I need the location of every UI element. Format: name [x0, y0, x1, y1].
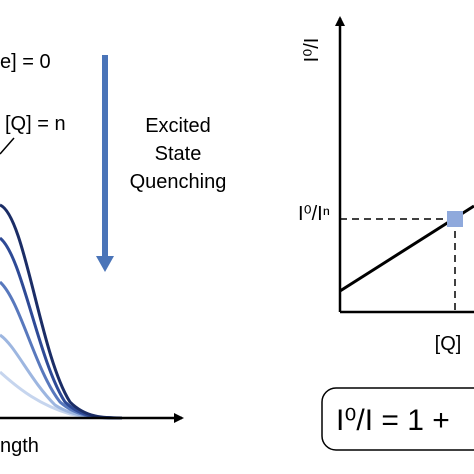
- arrow-text: Excited: [145, 115, 211, 137]
- spectrum: [0, 333, 123, 420]
- label-zero: e] = 0: [0, 51, 51, 73]
- y-mark-label: I⁰/Iⁿ: [298, 203, 330, 225]
- arrow-text: State: [155, 143, 202, 165]
- spectrum: [0, 203, 123, 420]
- arrow-text: Quenching: [130, 171, 227, 193]
- y-axis-label: I⁰/I: [301, 38, 323, 63]
- x-axis-label: ngth: [0, 435, 39, 457]
- label-n: [Q] = n: [5, 113, 66, 135]
- x-mark-label: [Q]: [435, 333, 462, 355]
- quench-arrow-head: [96, 256, 114, 272]
- point-marker: [447, 211, 463, 227]
- pointer-line: [0, 137, 15, 155]
- equation-box: [321, 387, 474, 451]
- equation: I⁰/I = 1 +: [336, 404, 450, 437]
